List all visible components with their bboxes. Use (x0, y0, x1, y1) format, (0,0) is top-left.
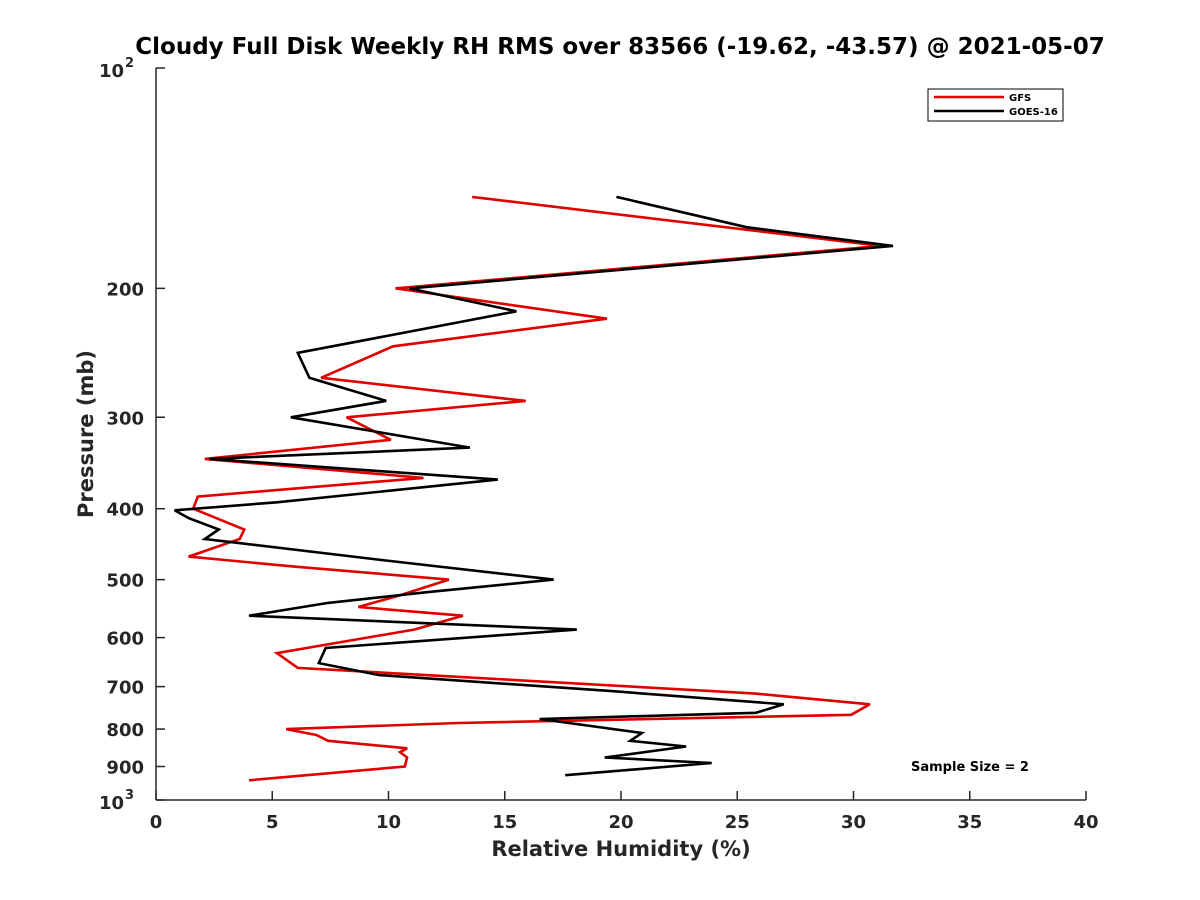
y-tick-exponent: 3 (125, 788, 134, 803)
y-tick-label: 10 (99, 61, 124, 82)
sample-size-annotation: Sample Size = 2 (911, 760, 1029, 775)
x-tick-label: 10 (376, 812, 401, 833)
legend: GFS GOES-16 (927, 88, 1064, 122)
legend-label-goes-16: GOES-16 (1009, 107, 1058, 118)
y-tick-label: 800 (106, 720, 144, 741)
y-axis-label: Pressure (mb) (74, 350, 98, 518)
y-tick-label: 300 (106, 408, 144, 429)
y-tick-exponent: 2 (125, 56, 134, 71)
x-axis-label: Relative Humidity (%) (491, 837, 750, 861)
x-tick-label: 20 (608, 812, 633, 833)
y-tick-label: 600 (106, 629, 144, 650)
y-tick-label: 500 (106, 571, 144, 592)
y-tick-label: 200 (106, 279, 144, 300)
series-lines (173, 195, 894, 782)
x-tick-label: 40 (1073, 812, 1098, 833)
series-line-gfs (188, 195, 882, 782)
legend-label-gfs: GFS (1009, 93, 1031, 104)
x-tick-label: 0 (150, 812, 163, 833)
series-line-goes-16 (173, 195, 894, 777)
x-tick-label: 5 (266, 812, 279, 833)
x-ticks: 0 5 10 15 20 25 30 35 40 (150, 791, 1099, 833)
legend-box (927, 88, 1064, 122)
x-tick-label: 25 (725, 812, 750, 833)
x-tick-label: 15 (492, 812, 517, 833)
y-tick-label: 400 (106, 500, 144, 521)
y-tick-label: 10 (99, 793, 124, 814)
x-tick-label: 30 (841, 812, 866, 833)
y-tick-label: 700 (106, 678, 144, 699)
y-tick-label: 900 (106, 758, 144, 779)
chart-title: Cloudy Full Disk Weekly RH RMS over 8356… (135, 34, 1104, 60)
plot-area: 0 5 10 15 20 25 30 35 40 10 220030040050060070080… (99, 56, 1099, 833)
x-tick-label: 35 (957, 812, 982, 833)
